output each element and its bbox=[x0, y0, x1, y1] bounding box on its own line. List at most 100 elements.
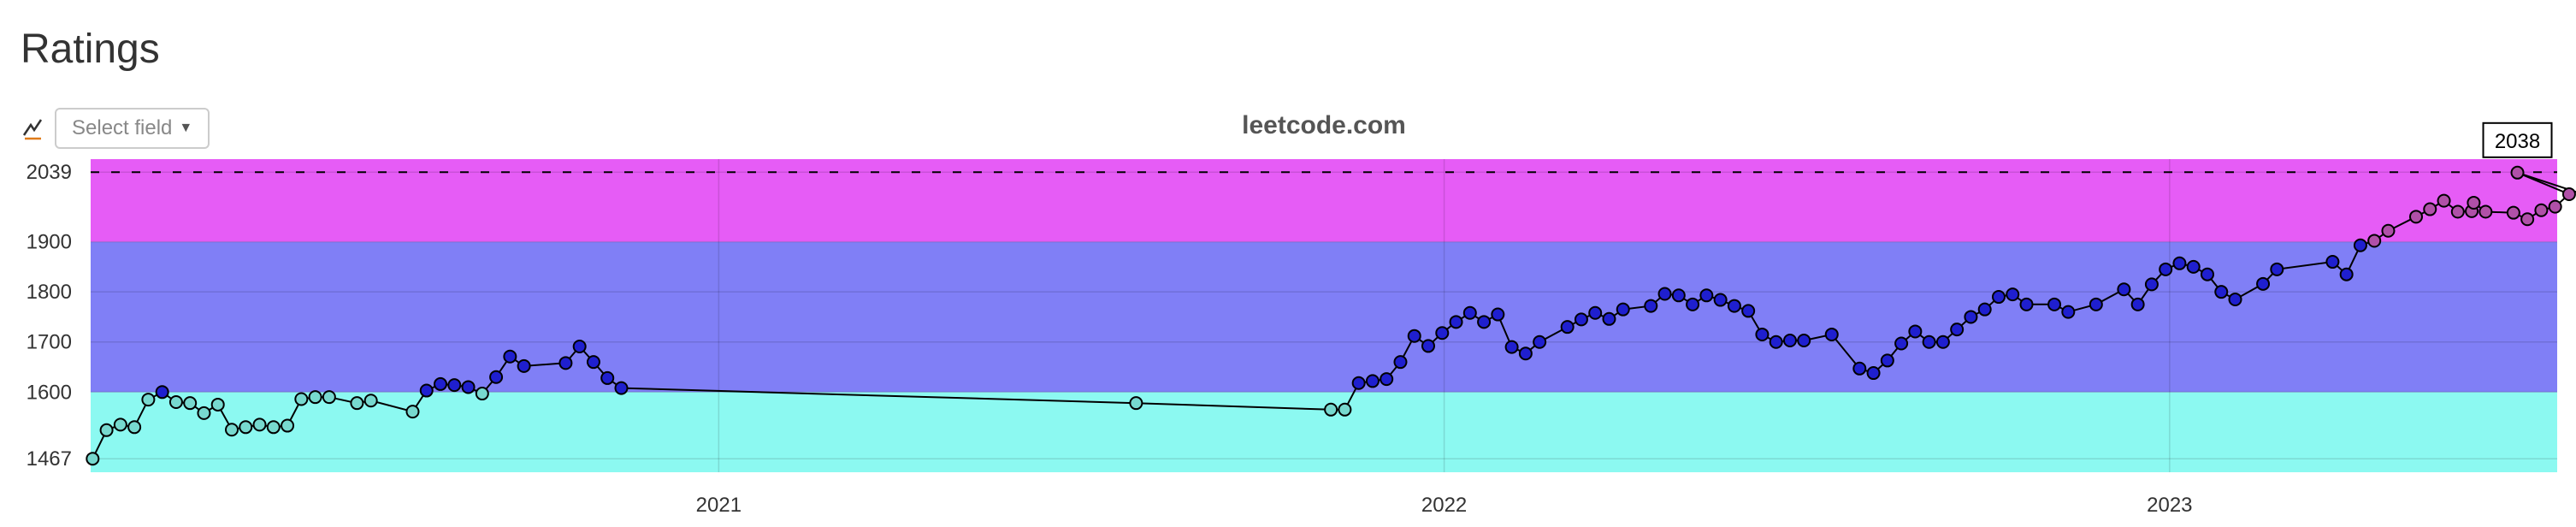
rating-point bbox=[2130, 297, 2145, 311]
y-tick-label: 2039 bbox=[27, 161, 72, 184]
rating-point bbox=[113, 417, 127, 432]
rating-point bbox=[1435, 326, 1450, 340]
rating-point bbox=[2353, 238, 2367, 252]
rating-point bbox=[1964, 310, 1978, 324]
rating-point bbox=[558, 356, 573, 370]
rating-point bbox=[1935, 335, 1950, 349]
rating-point bbox=[1574, 312, 1588, 327]
rating-point bbox=[141, 393, 156, 407]
y-tick-label: 1900 bbox=[27, 231, 72, 254]
rating-point bbox=[2214, 285, 2229, 299]
rating-point bbox=[1462, 305, 1477, 320]
rating-point bbox=[2450, 204, 2465, 219]
rating-point bbox=[281, 418, 295, 433]
rating-point bbox=[1129, 396, 1143, 411]
rating-point bbox=[614, 381, 629, 395]
rating-point bbox=[127, 420, 142, 435]
rating-point bbox=[1518, 346, 1533, 361]
rating-point bbox=[419, 383, 434, 398]
chevron-down-icon: ▼ bbox=[179, 121, 193, 135]
page-title: Ratings bbox=[21, 27, 160, 72]
rating-point bbox=[2510, 165, 2525, 180]
rating-point bbox=[2437, 193, 2451, 208]
rating-point bbox=[1797, 333, 1811, 347]
rating-point bbox=[2423, 202, 2437, 216]
rating-point bbox=[489, 370, 504, 384]
rating-point bbox=[168, 395, 183, 410]
rating-point bbox=[2256, 276, 2271, 291]
rating-point bbox=[1393, 355, 1408, 370]
rating-point bbox=[2561, 187, 2576, 201]
rating-point bbox=[475, 387, 489, 401]
select-field-dropdown[interactable]: Select field ▼ bbox=[55, 108, 210, 149]
y-tick-label: 1467 bbox=[27, 447, 72, 471]
rating-point bbox=[1588, 305, 1603, 320]
rating-series-line bbox=[92, 171, 2576, 459]
rating-point bbox=[1894, 336, 1909, 351]
tooltip-value: 2038 bbox=[2495, 130, 2540, 153]
rating-point bbox=[224, 423, 239, 437]
rating-point bbox=[2270, 262, 2284, 276]
rating-point bbox=[1741, 304, 1756, 318]
rating-point bbox=[2159, 262, 2173, 276]
rating-point bbox=[447, 378, 462, 393]
rating-point bbox=[1533, 335, 1547, 349]
rating-point bbox=[1657, 287, 1672, 301]
rating-point bbox=[239, 420, 253, 435]
rating-band-1 bbox=[91, 241, 2557, 393]
x-tick-label: 2021 bbox=[696, 494, 741, 517]
rating-point bbox=[2186, 259, 2201, 274]
rating-point bbox=[434, 376, 448, 391]
rating-point bbox=[1866, 366, 1881, 381]
rating-point bbox=[1560, 320, 1575, 335]
rating-point bbox=[1686, 297, 1700, 311]
rating-point bbox=[461, 380, 476, 394]
rating-point bbox=[1671, 288, 1686, 303]
rating-point bbox=[210, 397, 225, 412]
y-tick-label: 1800 bbox=[27, 281, 72, 304]
chart-line-icon[interactable] bbox=[21, 116, 44, 140]
rating-point bbox=[197, 406, 211, 420]
rating-point bbox=[2506, 205, 2520, 220]
rating-point bbox=[1477, 315, 1492, 329]
rating-point bbox=[2534, 203, 2549, 217]
rating-point bbox=[1644, 299, 1658, 313]
rating-point bbox=[2381, 223, 2396, 238]
rating-point bbox=[1380, 372, 1394, 387]
rating-point bbox=[1852, 361, 1867, 376]
y-tick-label: 1700 bbox=[27, 331, 72, 354]
rating-point bbox=[2228, 292, 2242, 306]
rating-point bbox=[1727, 299, 1741, 313]
rating-point bbox=[308, 390, 322, 405]
rating-point bbox=[2325, 255, 2340, 269]
rating-point bbox=[1602, 311, 1616, 326]
y-tick-label: 1600 bbox=[27, 381, 72, 404]
rating-point bbox=[363, 394, 378, 408]
rating-band-0 bbox=[91, 392, 2557, 472]
x-tick-label: 2023 bbox=[2147, 494, 2192, 517]
rating-point bbox=[2200, 267, 2214, 281]
rating-point bbox=[1699, 288, 1714, 303]
rating-point bbox=[1616, 302, 1630, 317]
rating-point bbox=[1782, 333, 1797, 347]
rating-point bbox=[1922, 335, 1936, 349]
rating-point bbox=[1755, 327, 1770, 341]
rating-point bbox=[2019, 297, 2034, 311]
rating-point bbox=[1908, 324, 1923, 339]
rating-point bbox=[2117, 282, 2131, 297]
rating-point bbox=[1421, 339, 1436, 353]
x-tick-label: 2022 bbox=[1421, 494, 1467, 517]
rating-point bbox=[1324, 402, 1338, 417]
rating-point bbox=[2172, 256, 2187, 270]
rating-point bbox=[350, 396, 364, 411]
rating-point bbox=[1449, 315, 1463, 329]
rating-point bbox=[2339, 267, 2354, 281]
rating-point bbox=[2467, 195, 2481, 210]
rating-point bbox=[1977, 302, 1992, 317]
rating-point bbox=[86, 452, 100, 466]
rating-point bbox=[2047, 297, 2062, 311]
rating-point bbox=[1880, 353, 1894, 368]
rating-point bbox=[2367, 234, 2382, 248]
rating-point bbox=[1713, 293, 1728, 307]
